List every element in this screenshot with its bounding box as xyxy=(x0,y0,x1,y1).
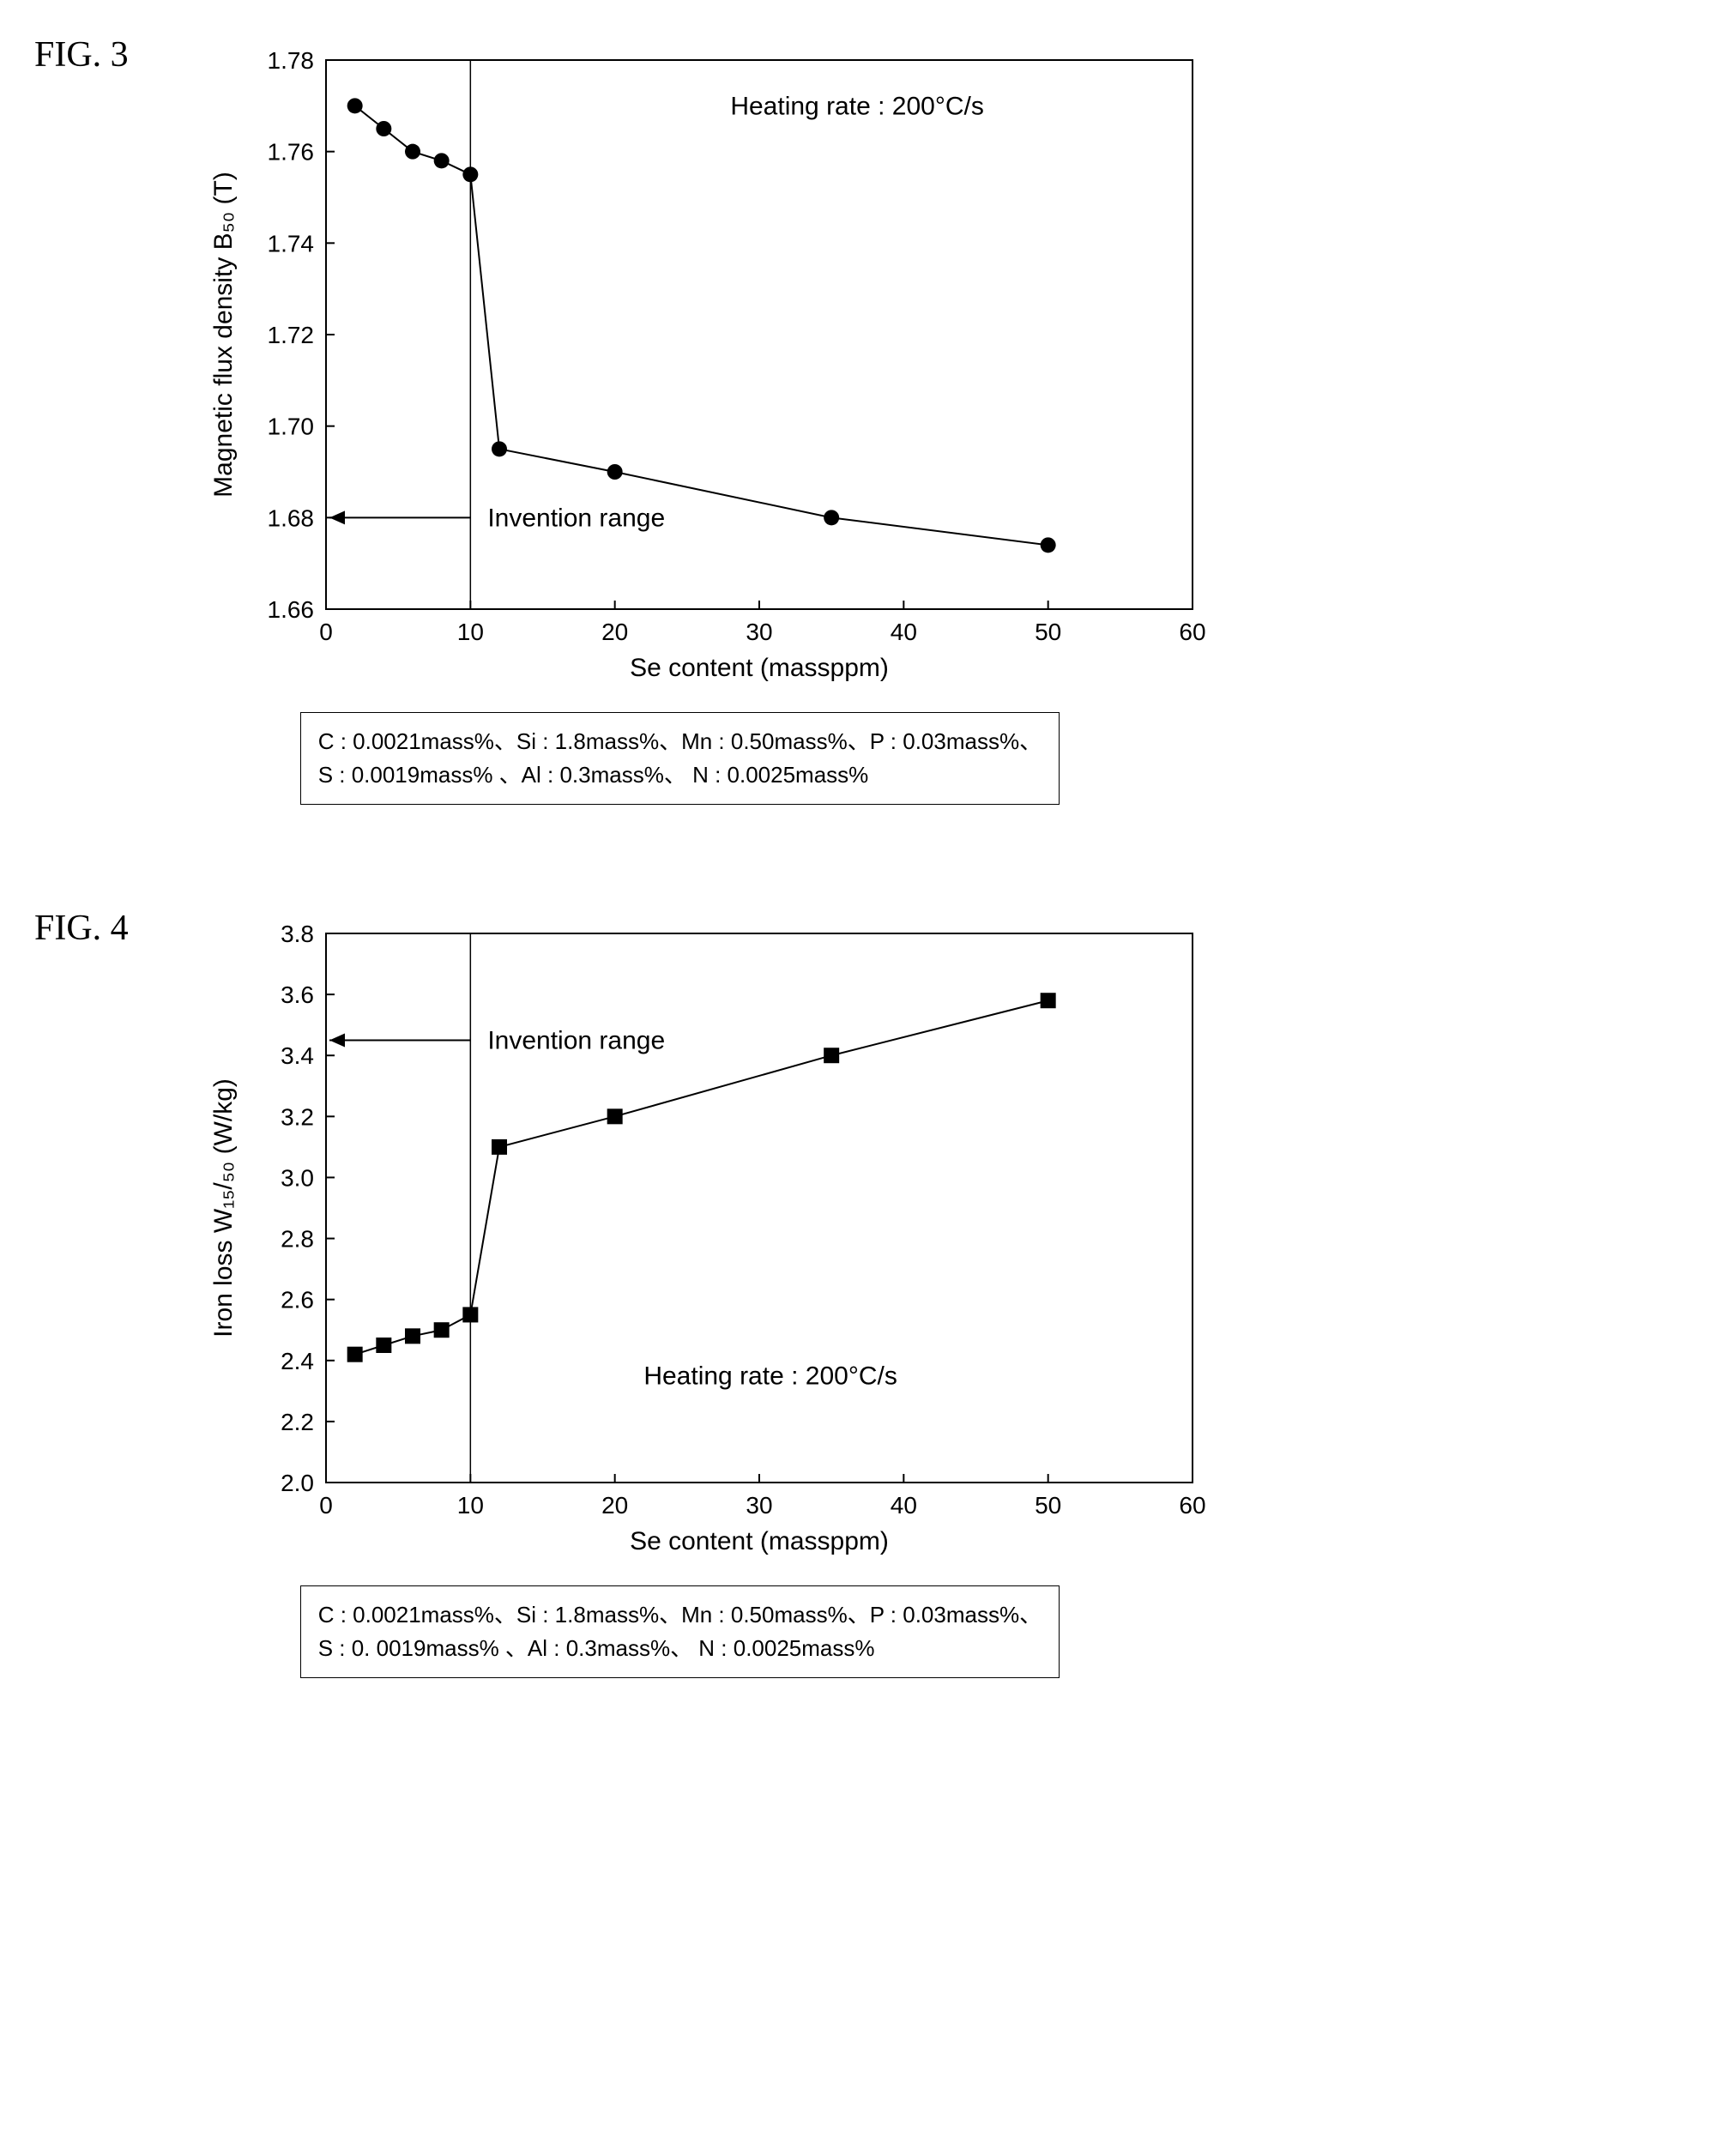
y-tick-label: 1.72 xyxy=(267,322,314,348)
data-point xyxy=(347,1347,362,1362)
y-tick-label: 2.0 xyxy=(281,1470,314,1496)
data-point xyxy=(405,144,420,160)
x-tick-label: 10 xyxy=(456,619,483,645)
x-axis-label: Se content (massppm) xyxy=(630,1527,889,1555)
x-tick-label: 50 xyxy=(1035,1492,1061,1519)
x-tick-label: 10 xyxy=(456,1492,483,1519)
invention-range-label: Invention range xyxy=(487,504,665,532)
fig3-label: FIG. 3 xyxy=(34,34,129,75)
data-point xyxy=(462,166,478,182)
fig4-column: 0 10 20 30 40 50 60 Se content (massppm) 2.0 2.2 2… xyxy=(197,908,1227,1678)
x-tick-label: 20 xyxy=(601,1492,628,1519)
x-axis-label: Se content (massppm) xyxy=(630,654,889,682)
y-tick-label: 3.2 xyxy=(281,1103,314,1130)
x-tick-label: 0 xyxy=(319,619,333,645)
invention-arrow-head xyxy=(329,1033,345,1047)
y-tick-label: 3.8 xyxy=(281,921,314,947)
x-tick-label: 20 xyxy=(601,619,628,645)
x-tick-label: 30 xyxy=(746,1492,772,1519)
heating-rate-label: Heating rate : 200°C/s xyxy=(643,1362,897,1391)
fig3-composition: C : 0.0021mass%、Si : 1.8mass%、Mn : 0.50m… xyxy=(300,712,1060,805)
y-tick-label: 3.4 xyxy=(281,1042,314,1069)
y-tick-label: 2.4 xyxy=(281,1348,314,1374)
data-point xyxy=(433,153,449,168)
data-point xyxy=(492,1139,507,1155)
invention-range-label: Invention range xyxy=(487,1026,665,1054)
data-point xyxy=(824,510,839,525)
data-point xyxy=(824,1048,839,1063)
data-point xyxy=(1040,537,1055,553)
y-tick-label: 1.70 xyxy=(267,414,314,440)
data-point xyxy=(376,1338,391,1353)
data-line xyxy=(354,106,1048,545)
figure-3: FIG. 3 0 10 20 30 40 50 60 Se content (massppm)… xyxy=(34,34,1693,805)
data-point xyxy=(347,98,362,113)
x-tick-label: 40 xyxy=(890,1492,916,1519)
y-tick-label: 1.78 xyxy=(267,47,314,74)
fig4-chart: 0 10 20 30 40 50 60 Se content (massppm) 2.0 2.2 2… xyxy=(197,908,1227,1560)
fig4-composition: C : 0.0021mass%、Si : 1.8mass%、Mn : 0.50m… xyxy=(300,1585,1060,1678)
y-tick-label: 1.68 xyxy=(267,504,314,531)
heating-rate-label: Heating rate : 200°C/s xyxy=(730,92,983,120)
fig3-column: 0 10 20 30 40 50 60 Se content (massppm) 1.66 1.6… xyxy=(197,34,1227,805)
data-point xyxy=(405,1328,420,1344)
data-point xyxy=(607,1108,622,1124)
x-tick-label: 0 xyxy=(319,1492,333,1519)
x-tick-label: 40 xyxy=(890,619,916,645)
y-tick-label: 1.76 xyxy=(267,139,314,166)
figure-4: FIG. 4 0 10 20 30 40 50 60 Se content (massppm)… xyxy=(34,908,1693,1678)
y-tick-label: 2.6 xyxy=(281,1287,314,1314)
y-tick-label: 3.0 xyxy=(281,1164,314,1191)
data-point xyxy=(607,464,622,480)
x-tick-label: 60 xyxy=(1179,1492,1205,1519)
y-axis-label: Magnetic flux density B₅₀ (T) xyxy=(209,172,238,498)
data-point xyxy=(433,1322,449,1338)
fig4-label: FIG. 4 xyxy=(34,908,129,949)
plot-border xyxy=(326,933,1193,1483)
x-tick-label: 30 xyxy=(746,619,772,645)
fig3-chart: 0 10 20 30 40 50 60 Se content (massppm) 1.66 1.6… xyxy=(197,34,1227,686)
y-tick-label: 3.6 xyxy=(281,981,314,1008)
x-tick-label: 50 xyxy=(1035,619,1061,645)
data-point xyxy=(376,121,391,136)
data-line xyxy=(354,1000,1048,1354)
data-point xyxy=(492,441,507,456)
y-tick-label: 1.66 xyxy=(267,596,314,623)
data-point xyxy=(1040,993,1055,1008)
y-tick-label: 2.8 xyxy=(281,1226,314,1253)
y-axis-label: Iron loss W₁₅/₅₀ (W/kg) xyxy=(209,1078,238,1338)
y-tick-label: 2.2 xyxy=(281,1409,314,1435)
x-tick-label: 60 xyxy=(1179,619,1205,645)
invention-arrow-head xyxy=(329,510,345,524)
plot-border xyxy=(326,60,1193,609)
data-point xyxy=(462,1307,478,1322)
y-tick-label: 1.74 xyxy=(267,230,314,257)
